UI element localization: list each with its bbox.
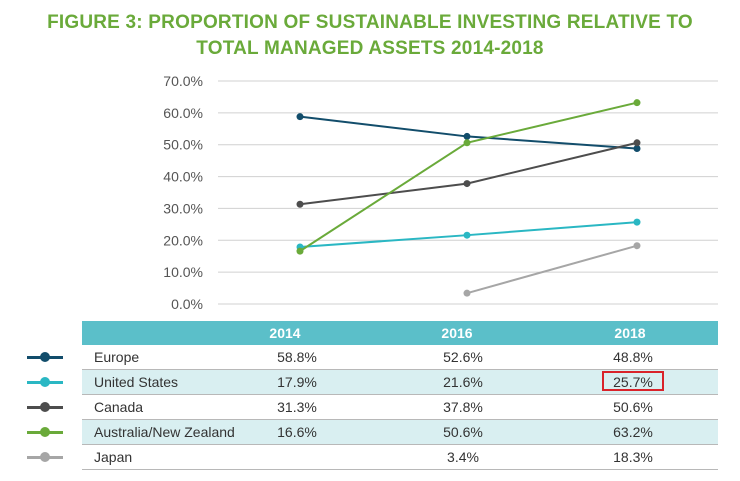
table-cell: 50.6% [443, 424, 483, 440]
chart-title-line-1: FIGURE 3: PROPORTION OF SUSTAINABLE INVE… [47, 12, 693, 33]
row-divider [82, 419, 718, 420]
table-cell: 50.6% [613, 399, 653, 415]
y-tick-label: 60.0% [163, 105, 203, 121]
data-point [633, 99, 641, 107]
legend-swatch [27, 426, 63, 438]
table-header: 2014 2016 2018 [82, 321, 718, 345]
row-divider [82, 469, 718, 470]
legend-swatch [27, 376, 63, 388]
data-point [296, 247, 304, 255]
row-divider [82, 369, 718, 370]
legend-dot [40, 427, 50, 437]
table-cell: 18.3% [613, 449, 653, 465]
legend-label: Japan [94, 449, 133, 465]
header-year-2014: 2014 [269, 325, 301, 341]
y-tick-label: 10.0% [163, 264, 203, 280]
legend-label: Australia/New Zealand [94, 424, 235, 440]
table-row: Australia/New Zealand 16.6% 50.6% 63.2% [0, 420, 740, 445]
legend-dot [40, 402, 50, 412]
data-point [463, 289, 471, 297]
legend-dot [40, 377, 50, 387]
data-point [463, 139, 471, 147]
legend-swatch [27, 351, 63, 363]
y-tick-label: 20.0% [163, 232, 203, 248]
table-cell: 48.8% [613, 349, 653, 365]
legend-swatch [27, 401, 63, 413]
data-point [463, 132, 471, 140]
y-tick-label: 30.0% [163, 200, 203, 216]
y-tick-label: 70.0% [163, 73, 203, 89]
y-tick-label: 40.0% [163, 169, 203, 185]
legend-label: Canada [94, 399, 144, 415]
data-point [463, 231, 471, 239]
table-cell: 63.2% [613, 424, 653, 440]
table-cell: 37.8% [443, 399, 483, 415]
table-cell: 58.8% [277, 349, 317, 365]
header-year-2016: 2016 [441, 325, 473, 341]
table-cell: 25.7% [613, 374, 653, 390]
legend-dot [40, 452, 50, 462]
row-shade [82, 420, 718, 445]
legend-swatch [27, 451, 63, 463]
series-line-japan [466, 244, 638, 295]
data-point [633, 242, 641, 250]
data-point [633, 218, 641, 226]
table-cell: 3.4% [447, 449, 479, 465]
data-point [633, 139, 641, 147]
data-point [296, 200, 304, 208]
data-point [296, 113, 304, 121]
chart-title-line-2: TOTAL MANAGED ASSETS 2014-2018 [196, 38, 544, 59]
table-cell: 17.9% [277, 374, 317, 390]
row-divider [82, 394, 718, 395]
y-tick-label: 0.0% [171, 296, 203, 312]
table-row: Canada 31.3% 37.8% 50.6% [0, 395, 740, 420]
legend-label: United States [94, 374, 179, 390]
table-cell: 21.6% [443, 374, 483, 390]
table-row: Japan 3.4% 18.3% [0, 445, 740, 470]
data-point [633, 145, 641, 153]
line-chart: 0.0% 10.0% 20.0% 30.0% 40.0% 50.0% 60.0% 70.0% [163, 73, 718, 312]
highlight-box [602, 371, 664, 391]
table-cell: 16.6% [277, 424, 317, 440]
table-cell: 31.3% [277, 399, 317, 415]
header-year-2018: 2018 [614, 325, 646, 341]
legend-dot [40, 352, 50, 362]
row-divider [82, 444, 718, 445]
series-line-canada [299, 141, 638, 206]
y-tick-label: 50.0% [163, 137, 203, 153]
table-cell: 52.6% [443, 349, 483, 365]
table-row: United States 17.9% 21.6% 25.7% [0, 370, 740, 395]
legend-label: Europe [94, 349, 140, 365]
table-row: Europe 58.8% 52.6% 48.8% [0, 345, 740, 370]
data-point [463, 180, 471, 188]
